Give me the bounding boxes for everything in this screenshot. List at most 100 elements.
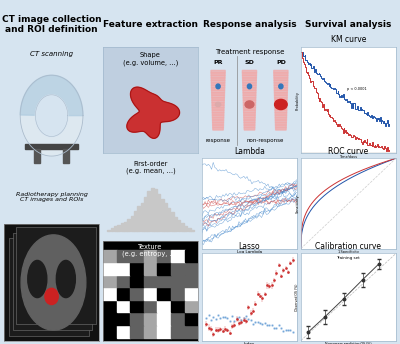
- Polygon shape: [242, 73, 256, 75]
- Polygon shape: [276, 128, 286, 130]
- Polygon shape: [242, 75, 256, 78]
- Bar: [116, 312, 130, 325]
- Polygon shape: [275, 108, 287, 110]
- Polygon shape: [243, 95, 256, 98]
- Bar: [103, 325, 116, 337]
- Polygon shape: [274, 93, 287, 95]
- Bar: [161, 198, 164, 231]
- Polygon shape: [212, 93, 224, 95]
- Polygon shape: [274, 78, 288, 80]
- Bar: [157, 287, 171, 300]
- Text: PD: PD: [276, 60, 286, 65]
- Polygon shape: [274, 80, 288, 83]
- Polygon shape: [212, 110, 224, 112]
- Bar: [103, 275, 116, 287]
- Bar: [188, 228, 190, 231]
- Text: Feature extraction: Feature extraction: [103, 20, 198, 29]
- Polygon shape: [274, 95, 287, 98]
- Polygon shape: [213, 128, 223, 130]
- Bar: [131, 216, 134, 231]
- Polygon shape: [211, 73, 225, 75]
- Polygon shape: [275, 103, 287, 105]
- Bar: [157, 325, 171, 337]
- Polygon shape: [211, 78, 225, 80]
- FancyBboxPatch shape: [12, 233, 92, 330]
- Bar: [157, 275, 171, 287]
- Bar: [130, 262, 144, 275]
- Polygon shape: [212, 103, 224, 105]
- Bar: [171, 249, 184, 262]
- Circle shape: [216, 84, 220, 89]
- Bar: [110, 228, 114, 231]
- Polygon shape: [243, 90, 256, 93]
- Polygon shape: [243, 80, 256, 83]
- Bar: [171, 213, 174, 231]
- Text: ROC curve: ROC curve: [328, 147, 368, 155]
- Polygon shape: [211, 83, 225, 85]
- Polygon shape: [127, 87, 180, 138]
- Polygon shape: [211, 75, 225, 78]
- Polygon shape: [212, 118, 224, 120]
- Polygon shape: [275, 100, 287, 103]
- Polygon shape: [20, 75, 83, 116]
- Y-axis label: Probability: Probability: [296, 91, 300, 110]
- Bar: [116, 249, 130, 262]
- Bar: [116, 275, 130, 287]
- X-axis label: Log Lambda: Log Lambda: [237, 250, 262, 254]
- Bar: [157, 312, 171, 325]
- X-axis label: 1-Specificity: 1-Specificity: [338, 250, 360, 254]
- Bar: [144, 312, 157, 325]
- Polygon shape: [243, 88, 256, 90]
- Text: Survival analysis: Survival analysis: [305, 20, 392, 29]
- Bar: [184, 300, 198, 312]
- Circle shape: [247, 84, 252, 89]
- Polygon shape: [36, 95, 68, 137]
- Bar: [103, 249, 116, 262]
- Bar: [171, 275, 184, 287]
- Bar: [184, 325, 198, 337]
- Bar: [127, 219, 130, 231]
- Bar: [103, 300, 116, 312]
- Bar: [151, 188, 154, 231]
- Ellipse shape: [274, 99, 287, 110]
- Bar: [130, 275, 144, 287]
- Polygon shape: [212, 112, 224, 115]
- Polygon shape: [34, 149, 40, 163]
- Polygon shape: [274, 73, 288, 75]
- Text: response: response: [206, 138, 230, 143]
- Bar: [124, 222, 127, 231]
- Polygon shape: [243, 83, 256, 85]
- Polygon shape: [275, 115, 286, 118]
- Bar: [130, 249, 144, 262]
- Bar: [116, 262, 130, 275]
- Text: CT scanning: CT scanning: [30, 51, 73, 57]
- Bar: [157, 262, 171, 275]
- Polygon shape: [213, 125, 224, 128]
- FancyBboxPatch shape: [9, 238, 89, 336]
- Bar: [184, 226, 187, 231]
- Polygon shape: [25, 144, 78, 149]
- Bar: [116, 287, 130, 300]
- Bar: [130, 287, 144, 300]
- Polygon shape: [243, 103, 256, 105]
- Bar: [178, 220, 180, 231]
- Polygon shape: [243, 93, 256, 95]
- Polygon shape: [212, 120, 224, 122]
- Polygon shape: [212, 85, 225, 88]
- Polygon shape: [274, 90, 287, 93]
- Polygon shape: [276, 122, 286, 125]
- Bar: [157, 249, 171, 262]
- Bar: [171, 262, 184, 275]
- Ellipse shape: [245, 101, 254, 108]
- Polygon shape: [213, 122, 224, 125]
- Bar: [184, 312, 198, 325]
- Bar: [103, 312, 116, 325]
- Bar: [184, 287, 198, 300]
- Polygon shape: [275, 118, 286, 120]
- Polygon shape: [243, 100, 256, 103]
- Polygon shape: [275, 112, 287, 115]
- Polygon shape: [211, 80, 225, 83]
- Bar: [171, 287, 184, 300]
- Text: non-response: non-response: [246, 138, 283, 143]
- Text: First-order
(e.g. mean, …): First-order (e.g. mean, …): [126, 161, 175, 174]
